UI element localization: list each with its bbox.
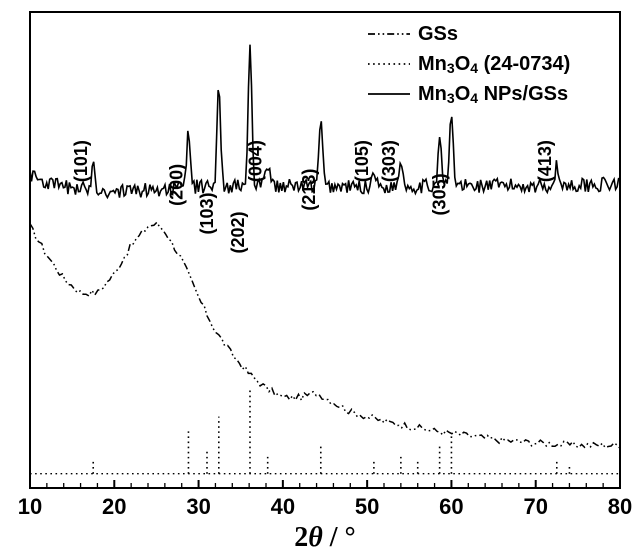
peak-label: (303) (379, 140, 399, 182)
x-tick-label: 50 (355, 494, 379, 519)
svg-text:(303): (303) (379, 140, 399, 182)
legend-label: GSs (418, 23, 458, 45)
svg-text:(103): (103) (197, 192, 217, 234)
peak-label: (305) (429, 173, 449, 215)
chart-svg: 10 20 30 40 50 60 70 80 2θ / ° (101) (200) (103) (20… (0, 0, 640, 554)
svg-text:(200): (200) (166, 164, 186, 206)
x-tick-label: 40 (271, 494, 295, 519)
peak-label: (213) (299, 169, 319, 211)
peak-label: (202) (228, 211, 248, 253)
x-axis-label: 2θ / ° (294, 522, 356, 553)
legend-label: Mn3O4 NPs/GSs (418, 83, 568, 106)
x-tick-label: 10 (18, 494, 42, 519)
peak-label: (105) (352, 140, 372, 182)
svg-text:(202): (202) (228, 211, 248, 253)
svg-text:(213): (213) (299, 169, 319, 211)
peak-label: (103) (197, 192, 217, 234)
peak-label: (101) (71, 140, 91, 182)
x-tick-label: 60 (439, 494, 463, 519)
x-tick-label: 80 (608, 494, 632, 519)
peak-label: (200) (166, 164, 186, 206)
x-tick-label: 20 (102, 494, 126, 519)
xrd-chart: 10 20 30 40 50 60 70 80 2θ / ° (101) (200) (103) (20… (0, 0, 640, 554)
svg-text:(004): (004) (246, 140, 266, 182)
peak-label: (413) (535, 140, 555, 182)
svg-text:(101): (101) (71, 140, 91, 182)
legend-label: Mn3O4 (24-0734) (418, 53, 570, 76)
svg-text:(105): (105) (352, 140, 372, 182)
svg-text:(305): (305) (429, 173, 449, 215)
x-tick-label: 30 (186, 494, 210, 519)
svg-text:(413): (413) (535, 140, 555, 182)
peak-label: (004) (246, 140, 266, 182)
x-tick-label: 70 (523, 494, 547, 519)
series-gss (30, 222, 620, 448)
